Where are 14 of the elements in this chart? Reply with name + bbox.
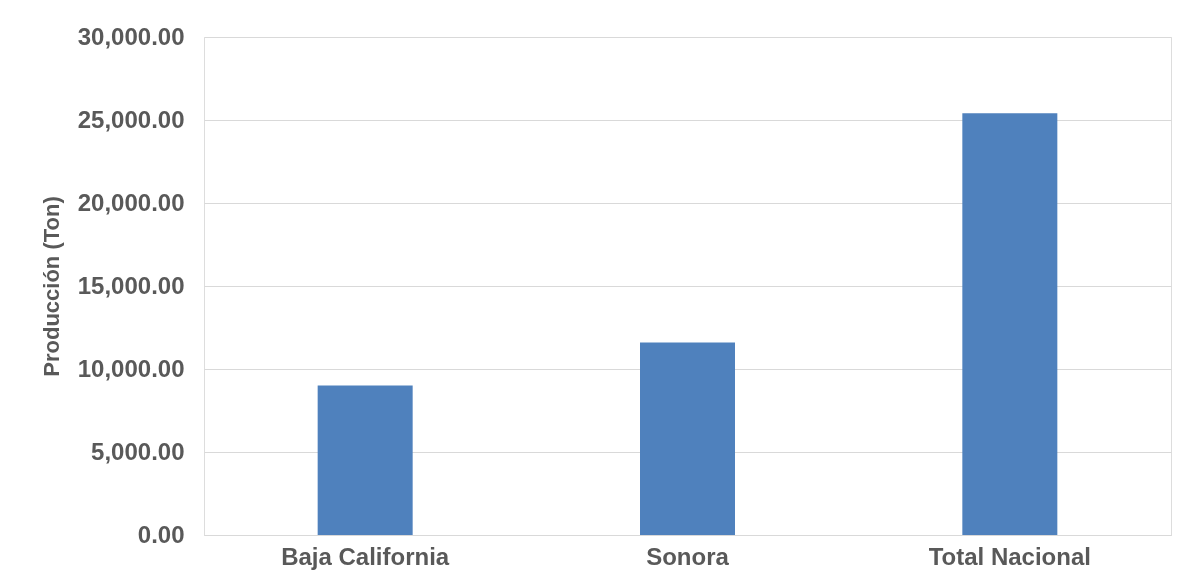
x-tick-label: Sonora xyxy=(646,542,730,570)
x-tick-label: Total Nacional xyxy=(928,542,1091,570)
y-tick-label: 20,000.00 xyxy=(77,188,185,216)
bar xyxy=(962,113,1058,535)
y-tick-label: 10,000.00 xyxy=(77,354,185,382)
y-tick-label: 5,000.00 xyxy=(91,437,185,465)
y-tick-label: 0.00 xyxy=(137,520,185,548)
y-axis-title: Producción (Ton) xyxy=(38,196,64,377)
y-tick-label: 15,000.00 xyxy=(77,271,185,299)
x-tick-label: Baja California xyxy=(281,542,450,570)
bar xyxy=(317,385,413,535)
y-tick-label: 30,000.00 xyxy=(77,22,185,50)
bar xyxy=(640,342,735,535)
y-tick-label: 25,000.00 xyxy=(77,105,185,133)
